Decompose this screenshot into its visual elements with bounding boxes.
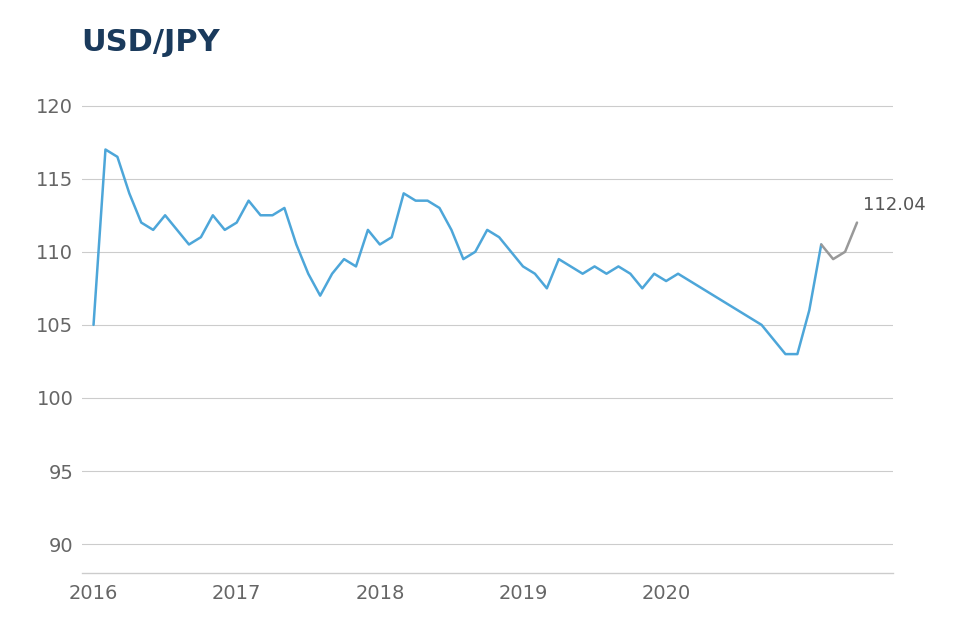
Text: USD/JPY: USD/JPY bbox=[82, 29, 220, 57]
Text: 112.04: 112.04 bbox=[863, 196, 925, 214]
